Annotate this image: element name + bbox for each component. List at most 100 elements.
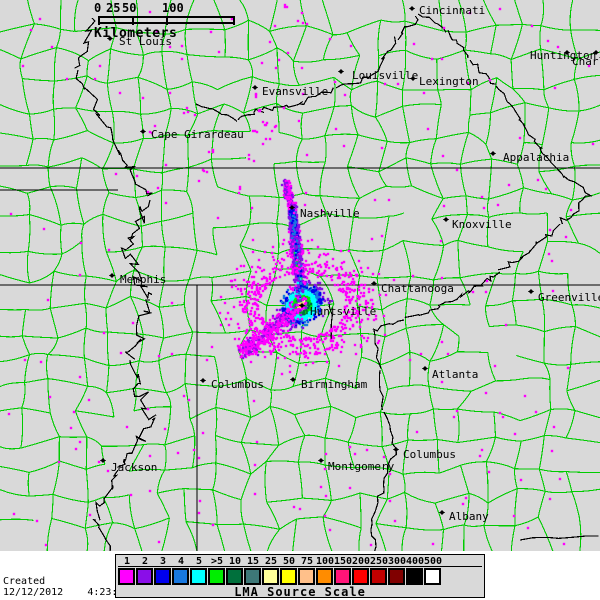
city-marker-memphis bbox=[109, 272, 116, 279]
city-label-cape-girardeau: Cape Girardeau bbox=[151, 128, 244, 141]
legend-tick-200: 200 bbox=[351, 556, 371, 567]
legend-tick-15: 15 bbox=[246, 556, 260, 567]
city-label-cincinnati: Cincinnati bbox=[419, 4, 486, 17]
scale-bar-tick-50 bbox=[166, 17, 168, 25]
legend-swatch-dodger-blue[interactable] bbox=[172, 568, 189, 585]
city-marker-louisville bbox=[338, 68, 345, 75]
city-marker-greenville bbox=[528, 288, 535, 295]
scale-tick-label-0: 0 bbox=[94, 1, 102, 15]
scale-bar: 0 25 50 100 Kilometers bbox=[94, 2, 244, 42]
scale-bar-tick-25 bbox=[132, 17, 134, 25]
created-date: 12/12/2012 bbox=[3, 587, 64, 598]
city-label-chattanooga: Chattanooga bbox=[381, 282, 454, 295]
legend-swatch-dark-green[interactable] bbox=[226, 568, 243, 585]
scale-bar-tick-100 bbox=[233, 17, 235, 25]
city-label-atlanta: Atlanta bbox=[432, 368, 479, 381]
city-label-albany: Albany bbox=[449, 510, 489, 523]
scale-bar-units-label: Kilometers bbox=[94, 26, 178, 41]
city-marker-jackson bbox=[100, 457, 107, 464]
city-label-columbus-ga: Columbus bbox=[403, 448, 456, 461]
legend-title: LMA Source Scale bbox=[234, 585, 366, 599]
scale-bar-tick-0 bbox=[98, 17, 100, 25]
created-label: Created bbox=[3, 576, 46, 587]
city-label-greenville: Greenville bbox=[538, 291, 600, 304]
legend-tick-250: 250 bbox=[369, 556, 389, 567]
city-label-st-louis: St Louis bbox=[119, 35, 172, 48]
legend-tick-75: 75 bbox=[300, 556, 314, 567]
legend-swatch-peach[interactable] bbox=[298, 568, 315, 585]
legend-tick-labels: 1 2 3 4 5 >5 10 15 25 50 75 100 150 200 250 300 400 500 bbox=[116, 555, 484, 568]
legend-tick-150: 150 bbox=[333, 556, 353, 567]
legend-swatch-deep-pink[interactable] bbox=[334, 568, 351, 585]
city-label-columbus-ms: Columbus bbox=[211, 378, 264, 391]
city-marker-nashville bbox=[289, 204, 296, 211]
legend-swatch-orange[interactable] bbox=[316, 568, 333, 585]
city-marker-albany bbox=[439, 509, 446, 516]
city-label-lexington: Lexington bbox=[419, 75, 479, 88]
legend-swatch-cyan[interactable] bbox=[190, 568, 207, 585]
city-label-evansville: Evansville bbox=[262, 85, 329, 98]
city-marker-birmingham bbox=[290, 376, 297, 383]
legend-tick-1: 1 bbox=[123, 556, 131, 567]
scale-bar-tick-labels: 0 25 50 100 bbox=[94, 2, 244, 15]
legend-tick-gt5: >5 bbox=[210, 556, 224, 567]
legend-swatch-black[interactable] bbox=[406, 568, 423, 585]
city-marker-huntsville bbox=[299, 302, 306, 309]
legend-color-swatches[interactable] bbox=[118, 568, 442, 585]
created-time: 4:23:00 bbox=[87, 587, 130, 598]
city-marker-cincinnati bbox=[409, 5, 416, 12]
city-marker-columbus-ms bbox=[200, 377, 207, 384]
city-marker-st-louis bbox=[107, 35, 114, 42]
city-label-nashville: Nashville bbox=[300, 207, 360, 220]
legend-swatch-yellow[interactable] bbox=[280, 568, 297, 585]
legend-tick-2: 2 bbox=[141, 556, 149, 567]
city-label-huntington: Huntington bbox=[530, 49, 597, 62]
legend-swatch-teal-gray[interactable] bbox=[244, 568, 261, 585]
legend-swatch-violet[interactable] bbox=[136, 568, 153, 585]
scale-tick-label-25: 25 bbox=[106, 1, 121, 15]
legend-swatch-green[interactable] bbox=[208, 568, 225, 585]
legend-tick-3: 3 bbox=[159, 556, 167, 567]
legend-swatch-red[interactable] bbox=[352, 568, 369, 585]
city-label-memphis: Memphis bbox=[120, 273, 167, 286]
legend-swatch-white[interactable] bbox=[424, 568, 441, 585]
legend-top-rule bbox=[118, 566, 482, 567]
city-label-knoxville: Knoxville bbox=[452, 218, 512, 231]
legend-swatch-maroon[interactable] bbox=[388, 568, 405, 585]
city-marker-montgomery bbox=[318, 457, 325, 464]
legend-tick-100: 100 bbox=[315, 556, 335, 567]
city-marker-atlanta bbox=[422, 365, 429, 372]
city-label-jackson: Jackson bbox=[111, 461, 158, 474]
legend-swatch-pale-yellow[interactable] bbox=[262, 568, 279, 585]
city-label-charleston: Charl bbox=[572, 55, 600, 68]
city-marker-evansville bbox=[252, 84, 259, 91]
legend-swatch-dark-red[interactable] bbox=[370, 568, 387, 585]
legend-tick-4: 4 bbox=[177, 556, 185, 567]
city-labels-layer: St Louis Cincinnati HuntingtonCharl Louisvi… bbox=[100, 4, 600, 523]
city-marker-cape-girardeau bbox=[140, 128, 147, 135]
city-marker-charleston bbox=[593, 49, 600, 56]
legend-panel[interactable]: 1 2 3 4 5 >5 10 15 25 50 75 100 150 200 250 300 400 500 L… bbox=[115, 554, 485, 599]
city-marker-knoxville bbox=[443, 216, 450, 223]
city-label-birmingham: Birmingham bbox=[301, 378, 368, 391]
legend-tick-300: 300 bbox=[387, 556, 407, 567]
legend-tick-25: 25 bbox=[264, 556, 278, 567]
legend-swatch-magenta[interactable] bbox=[118, 568, 135, 585]
legend-swatch-blue[interactable] bbox=[154, 568, 171, 585]
state-border-lines bbox=[0, 13, 600, 551]
city-marker-appalachia bbox=[490, 150, 497, 157]
city-label-huntsville: Huntsville bbox=[310, 305, 377, 318]
legend-tick-5: 5 bbox=[195, 556, 203, 567]
city-marker-columbus-ga bbox=[393, 446, 400, 453]
legend-tick-400: 400 bbox=[405, 556, 425, 567]
city-label-montgomery: Montgomery bbox=[328, 460, 395, 473]
city-marker-huntington bbox=[564, 49, 571, 56]
map-canvas[interactable]: St Louis Cincinnati HuntingtonCharl Louisvi… bbox=[0, 0, 600, 551]
scale-tick-label-50: 50 bbox=[122, 1, 137, 15]
city-marker-chattanooga bbox=[371, 280, 378, 287]
city-label-louisville: Louisville bbox=[352, 69, 419, 82]
legend-tick-10: 10 bbox=[228, 556, 242, 567]
city-marker-lexington bbox=[410, 75, 417, 82]
legend-tick-50: 50 bbox=[282, 556, 296, 567]
